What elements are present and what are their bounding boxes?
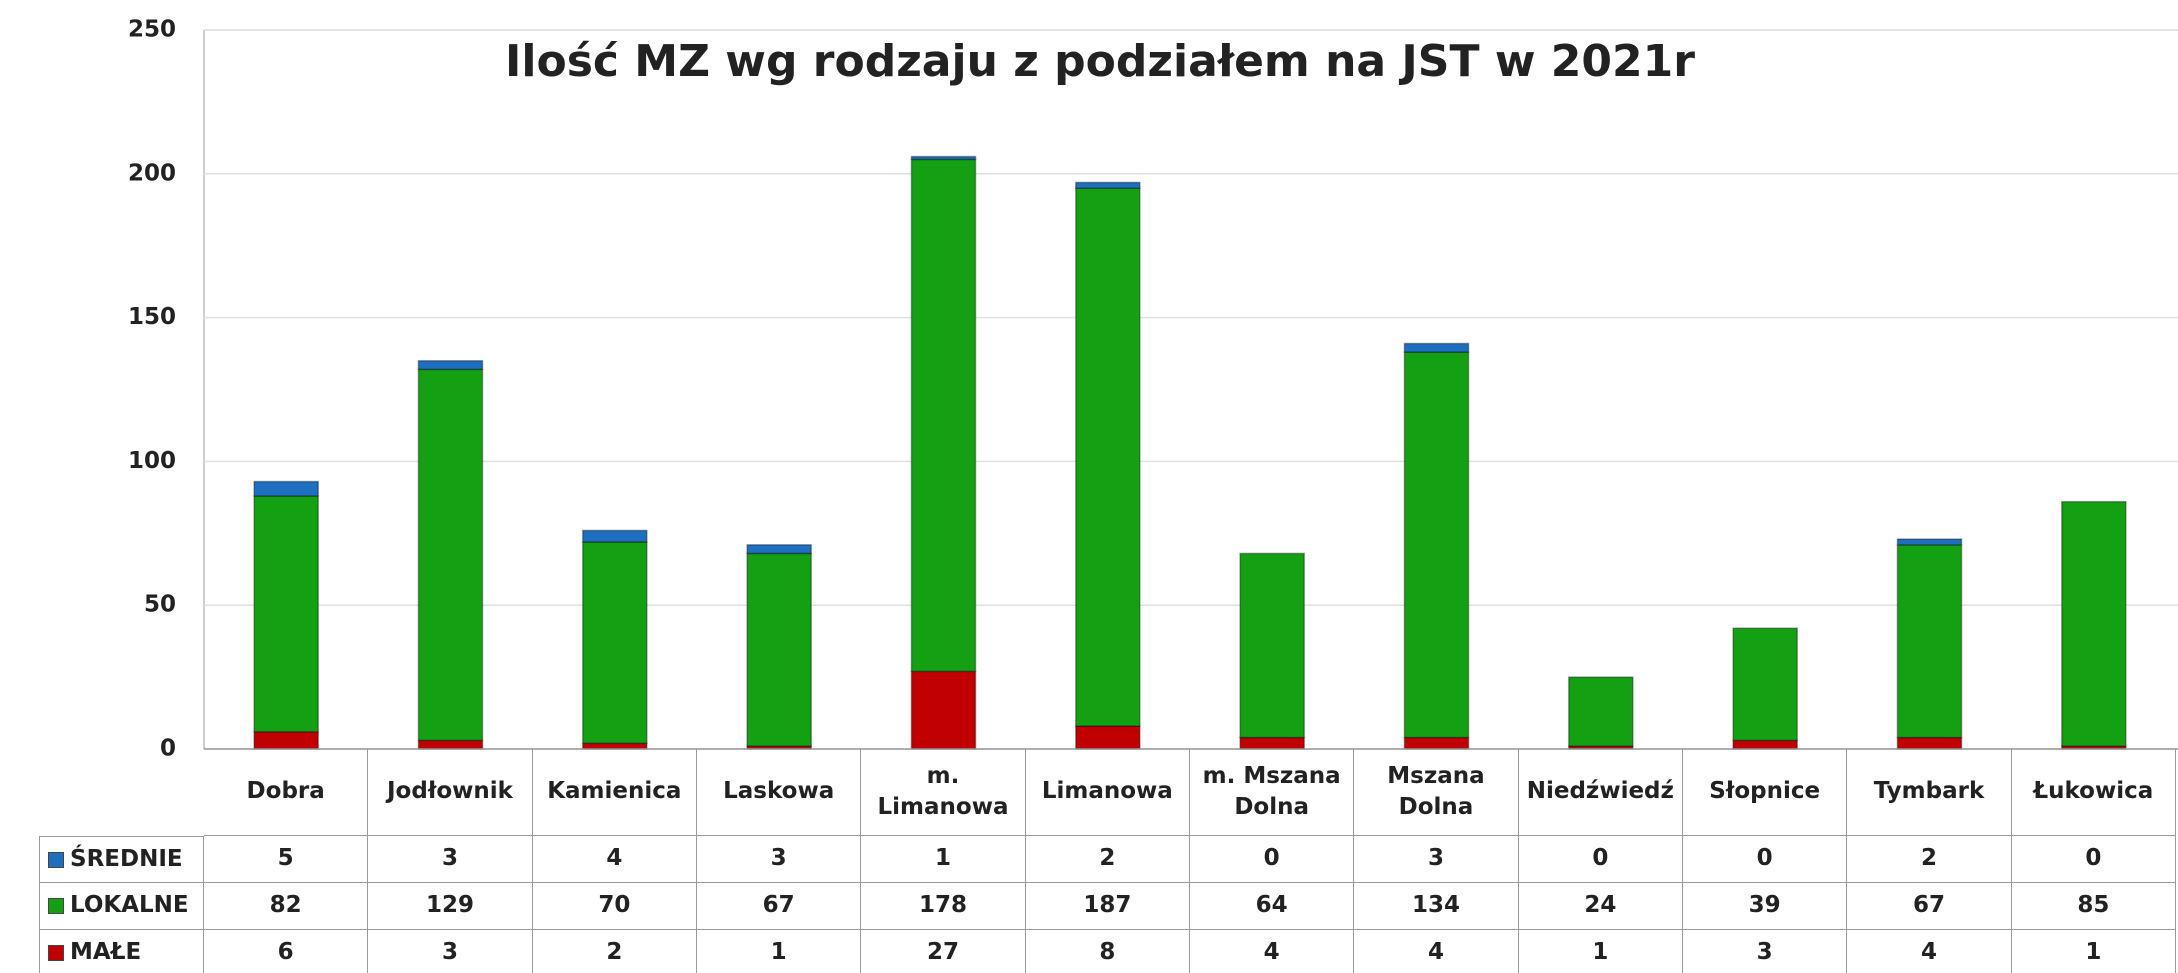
table-value: 24 bbox=[1518, 883, 1683, 930]
table-value: 82 bbox=[204, 883, 369, 930]
category-label: Słopnice bbox=[1683, 749, 1848, 836]
bar-segment bbox=[1075, 187, 1141, 727]
category-label: Niedźwiedź bbox=[1518, 749, 1683, 836]
table-value: 3 bbox=[368, 930, 533, 973]
table-value: 3 bbox=[368, 836, 533, 883]
table-value: 0 bbox=[2011, 836, 2176, 883]
bar-segment bbox=[253, 480, 319, 497]
bar-segment bbox=[1403, 342, 1470, 353]
table-value: 0 bbox=[1190, 836, 1355, 883]
category-label: Łukowica bbox=[2011, 749, 2176, 836]
category-label: m. Limanowa bbox=[861, 749, 1026, 836]
bar-segment bbox=[1403, 736, 1470, 750]
y-tick-label: 250 bbox=[128, 17, 176, 43]
bar-segment bbox=[253, 495, 319, 733]
table-value: 3 bbox=[697, 836, 862, 883]
legend-label: MAŁE bbox=[70, 939, 142, 966]
y-tick-label: 100 bbox=[128, 448, 176, 474]
bar-segment bbox=[417, 739, 484, 750]
bar-segment bbox=[1239, 736, 1305, 750]
y-tick-label: 0 bbox=[160, 736, 176, 762]
table-value: 0 bbox=[1683, 836, 1848, 883]
bar-segment bbox=[417, 368, 484, 742]
bar-segment bbox=[910, 155, 977, 161]
category-label: Mszana Dolna bbox=[1354, 749, 1519, 836]
category-label: Limanowa bbox=[1025, 749, 1190, 836]
table-value: 2 bbox=[533, 930, 697, 973]
y-tick-label: 150 bbox=[128, 304, 176, 330]
bar-segment bbox=[1568, 676, 1634, 747]
bar-segment bbox=[1075, 181, 1141, 189]
legend-swatch bbox=[48, 945, 64, 961]
table-value: 4 bbox=[1847, 930, 2012, 973]
category-label: Laskowa bbox=[697, 749, 862, 836]
table-value: 64 bbox=[1190, 883, 1355, 930]
y-tick-label: 50 bbox=[144, 592, 176, 618]
bar-segment bbox=[1732, 627, 1798, 742]
table-value: 1 bbox=[861, 836, 1026, 883]
table-value: 67 bbox=[697, 883, 862, 930]
legend-swatch bbox=[48, 851, 64, 868]
bar-segment bbox=[582, 529, 648, 543]
legend-label: ŚREDNIE bbox=[70, 845, 183, 872]
table-value: 129 bbox=[368, 883, 533, 930]
category-label: Kamienica bbox=[532, 749, 697, 836]
category-label: Jodłownik bbox=[368, 749, 533, 836]
legend-entry: LOKALNE bbox=[39, 883, 204, 930]
category-label: Dobra bbox=[204, 749, 369, 836]
table-value: 0 bbox=[1518, 836, 1683, 883]
table-value: 3 bbox=[1354, 836, 1519, 883]
bar-segment bbox=[582, 541, 648, 744]
bar-segment bbox=[1075, 725, 1141, 750]
table-value: 8 bbox=[1026, 930, 1190, 973]
bar-segment bbox=[417, 359, 484, 371]
table-value: 1 bbox=[697, 930, 862, 973]
legend-swatch bbox=[48, 898, 64, 914]
table-value: 1 bbox=[1519, 930, 1683, 973]
table-value: 3 bbox=[1683, 930, 1848, 973]
legend-label: LOKALNE bbox=[70, 892, 189, 919]
table-value: 27 bbox=[861, 930, 1026, 973]
bar-segment bbox=[1403, 351, 1470, 739]
table-value: 6 bbox=[204, 930, 369, 973]
bar-segment bbox=[910, 670, 977, 750]
table-value: 4 bbox=[1190, 930, 1355, 973]
table-value: 134 bbox=[1354, 883, 1519, 930]
table-value: 178 bbox=[861, 883, 1026, 930]
bar-segment bbox=[1732, 739, 1798, 750]
bar-segment bbox=[746, 552, 812, 747]
table-value: 4 bbox=[1354, 930, 1519, 973]
bar-segment bbox=[1896, 736, 1963, 750]
bar-segment bbox=[2061, 500, 2127, 747]
bar-segment bbox=[1896, 544, 1963, 739]
table-value: 187 bbox=[1025, 883, 1190, 930]
bar-segment bbox=[746, 544, 812, 555]
bar-segment bbox=[1896, 538, 1963, 546]
table-value: 1 bbox=[2012, 930, 2176, 973]
bar-segment bbox=[253, 730, 319, 750]
category-label: Tymbark bbox=[1847, 749, 2012, 836]
chart-title: Ilość MZ wg rodzaju z podziałem na JST w… bbox=[505, 36, 1695, 87]
table-value: 2 bbox=[1847, 836, 2012, 883]
legend-entry: MAŁE bbox=[39, 930, 204, 973]
category-label: m. Mszana Dolna bbox=[1190, 749, 1355, 836]
bar-segment bbox=[910, 158, 977, 673]
table-value: 67 bbox=[1847, 883, 2012, 930]
table-value: 39 bbox=[1683, 883, 1848, 930]
table-value: 70 bbox=[532, 883, 697, 930]
bar-segment bbox=[1239, 552, 1305, 739]
table-value: 4 bbox=[532, 836, 697, 883]
table-value: 5 bbox=[204, 836, 369, 883]
table-value: 85 bbox=[2011, 883, 2176, 930]
legend-entry: ŚREDNIE bbox=[39, 836, 204, 883]
table-value: 2 bbox=[1025, 836, 1190, 883]
y-tick-label: 200 bbox=[128, 160, 176, 186]
